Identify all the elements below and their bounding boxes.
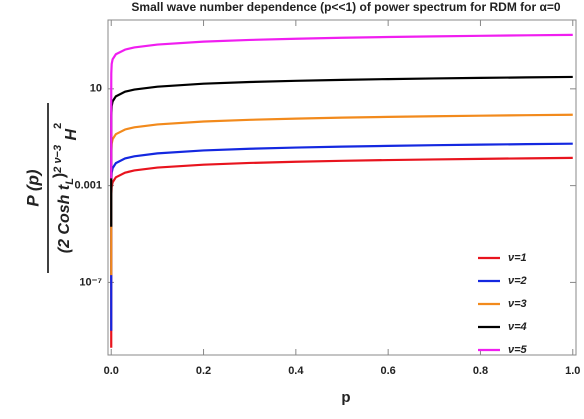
series-line xyxy=(110,113,573,276)
series-line xyxy=(110,156,573,348)
y-label-part: H xyxy=(63,128,80,144)
y-label-part: 2 xyxy=(52,123,64,129)
x-tick-label: 1.0 xyxy=(565,365,580,377)
x-tick-label: 0.4 xyxy=(288,365,304,377)
series-line xyxy=(110,142,573,331)
x-tick-label: 0.2 xyxy=(196,365,211,377)
legend-label: ν=3 xyxy=(508,298,527,310)
y-label-part: (2 Cosh t xyxy=(56,184,73,253)
series-line xyxy=(110,33,573,179)
y-label-part: 2 ν−3 xyxy=(52,145,64,174)
legend-label: ν=1 xyxy=(508,252,527,264)
legend-label: ν=4 xyxy=(508,321,527,333)
x-tick-label: 0.0 xyxy=(104,365,119,377)
y-tick-label: 10 xyxy=(90,83,102,95)
y-axis-label: P (p) (2 Cosh tL)2 ν−3 H2 xyxy=(23,103,80,273)
x-tick-label: 0.8 xyxy=(473,365,488,377)
y-label-part: ) xyxy=(51,173,68,178)
y-label-denominator: (2 Cosh tL)2 ν−3 H2 xyxy=(51,123,80,253)
legend-label: ν=2 xyxy=(508,275,527,287)
y-tick-label: 0.001 xyxy=(74,180,102,192)
x-axis-label: p xyxy=(341,389,350,406)
y-label-numerator: P (p) xyxy=(23,169,42,206)
chart-title: Small wave number dependence (p<<1) of p… xyxy=(131,0,560,14)
legend-label: ν=5 xyxy=(508,344,528,356)
x-tick-label: 0.6 xyxy=(381,365,396,377)
y-tick-label: 10⁻⁷ xyxy=(79,276,102,288)
y-label-part: L xyxy=(64,178,76,185)
plot-frame xyxy=(107,19,577,356)
